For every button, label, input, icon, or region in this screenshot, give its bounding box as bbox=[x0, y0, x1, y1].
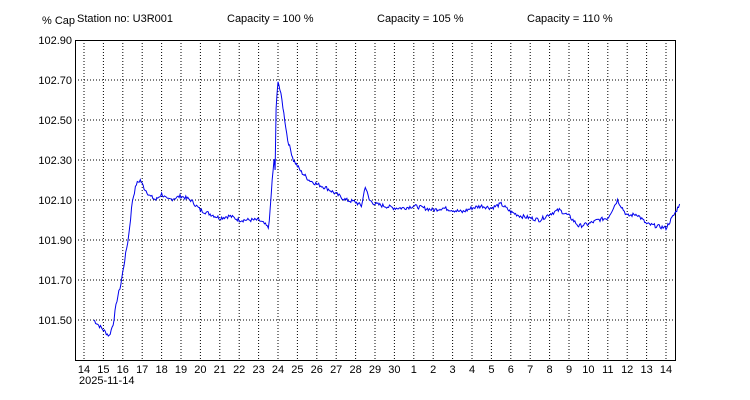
x-tick-label: 7 bbox=[527, 364, 533, 376]
x-tick-label: 22 bbox=[233, 364, 245, 376]
y-axis-ticks: 102.90 102.70 102.50 102.30 102.10 101.90 101.… bbox=[38, 35, 72, 327]
capacity-110-legend: Capacity = 110 % bbox=[527, 13, 613, 25]
x-tick-label: 25 bbox=[291, 364, 303, 376]
y-tick-label: 102.10 bbox=[38, 195, 72, 207]
capacity-105-legend: Capacity = 105 % bbox=[377, 13, 464, 25]
x-axis-start-date: 2025-11-14 bbox=[79, 375, 134, 387]
x-tick-label: 6 bbox=[508, 364, 514, 376]
y-tick-label: 102.90 bbox=[38, 35, 72, 47]
x-tick-label: 18 bbox=[155, 364, 167, 376]
grid bbox=[75, 40, 675, 360]
x-tick-label: 19 bbox=[175, 364, 187, 376]
x-tick-label: 13 bbox=[640, 364, 652, 376]
y-tick-label: 101.90 bbox=[38, 235, 72, 247]
x-tick-label: 28 bbox=[349, 364, 361, 376]
x-tick-label: 24 bbox=[272, 364, 284, 376]
x-tick-label: 29 bbox=[369, 364, 381, 376]
capacity-100-legend: Capacity = 100 % bbox=[227, 13, 314, 25]
x-tick-label: 16 bbox=[117, 364, 129, 376]
station-label: Station no: U3R001 bbox=[77, 13, 173, 25]
x-tick-label: 17 bbox=[136, 364, 148, 376]
x-tick-label: 12 bbox=[621, 364, 633, 376]
x-tick-label: 5 bbox=[488, 364, 494, 376]
x-tick-label: 8 bbox=[547, 364, 553, 376]
y-unit-label: % Cap bbox=[42, 15, 75, 27]
y-tick-label: 101.50 bbox=[38, 315, 72, 327]
x-tick-label: 20 bbox=[194, 364, 206, 376]
y-tick-label: 102.30 bbox=[38, 155, 72, 167]
x-tick-label: 26 bbox=[311, 364, 323, 376]
y-tick-label: 102.50 bbox=[38, 115, 72, 127]
x-tick-label: 21 bbox=[214, 364, 226, 376]
series-line bbox=[93, 81, 681, 337]
y-tick-label: 102.70 bbox=[38, 75, 72, 87]
x-tick-label: 23 bbox=[252, 364, 264, 376]
x-tick-label: 3 bbox=[450, 364, 456, 376]
x-tick-label: 27 bbox=[330, 364, 342, 376]
x-tick-label: 1 bbox=[411, 364, 417, 376]
x-axis-ticks: 14 15 16 17 18 19 20 21 22 23 24 25 26 27 28 29 30 1 2 3 4 5 6… bbox=[78, 364, 672, 376]
series-layer bbox=[93, 81, 681, 337]
x-tick-label: 4 bbox=[469, 364, 475, 376]
x-tick-label: 30 bbox=[388, 364, 400, 376]
x-tick-label: 15 bbox=[97, 364, 109, 376]
x-tick-label: 9 bbox=[566, 364, 572, 376]
y-tick-label: 101.70 bbox=[38, 275, 72, 287]
x-tick-label: 10 bbox=[582, 364, 594, 376]
x-tick-label: 14 bbox=[660, 364, 672, 376]
x-tick-label: 2 bbox=[430, 364, 436, 376]
x-tick-label: 14 bbox=[78, 364, 90, 376]
x-tick-label: 11 bbox=[602, 364, 613, 376]
plot-area-border bbox=[75, 40, 676, 361]
